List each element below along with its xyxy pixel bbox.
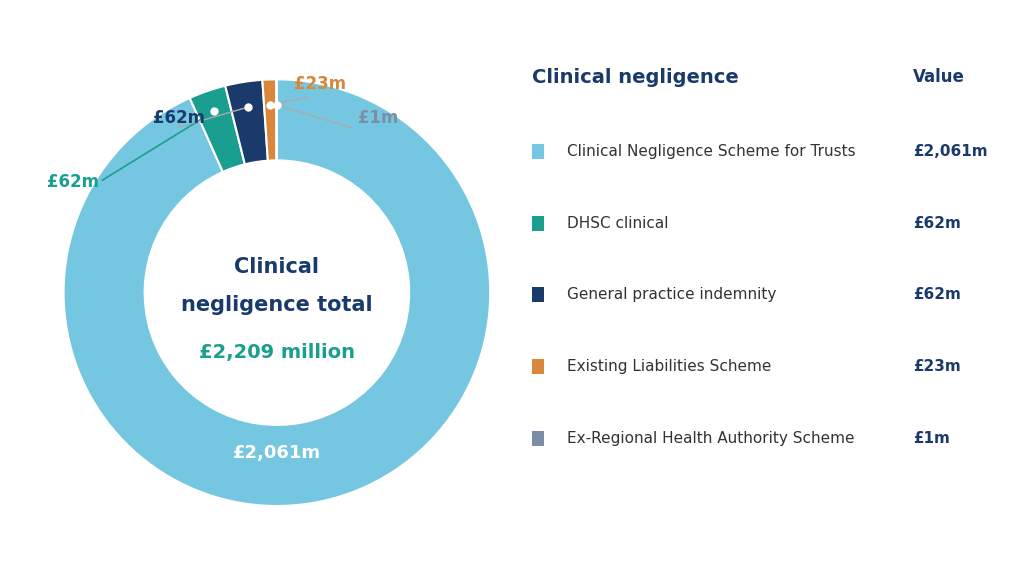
Text: Value: Value (913, 68, 966, 86)
Text: £1m: £1m (913, 431, 950, 446)
Wedge shape (225, 80, 268, 164)
Text: £23m: £23m (294, 74, 346, 92)
Text: negligence total: negligence total (181, 296, 373, 315)
Wedge shape (63, 80, 490, 506)
Text: £23m: £23m (913, 359, 962, 374)
Text: £62m: £62m (154, 109, 205, 127)
Text: £62m: £62m (46, 173, 98, 191)
Text: £2,209 million: £2,209 million (199, 343, 355, 362)
Text: General practice indemnity: General practice indemnity (567, 288, 776, 302)
FancyBboxPatch shape (532, 216, 544, 231)
Text: Clinical: Clinical (234, 257, 319, 277)
FancyBboxPatch shape (532, 288, 544, 302)
Text: Clinical Negligence Scheme for Trusts: Clinical Negligence Scheme for Trusts (567, 144, 856, 159)
Text: £2,061m: £2,061m (232, 444, 321, 462)
FancyBboxPatch shape (532, 359, 544, 374)
Text: Ex-Regional Health Authority Scheme: Ex-Regional Health Authority Scheme (567, 431, 855, 446)
Wedge shape (262, 80, 276, 161)
Text: Existing Liabilities Scheme: Existing Liabilities Scheme (567, 359, 771, 374)
Text: Clinical negligence: Clinical negligence (532, 68, 739, 87)
Wedge shape (189, 86, 245, 172)
Text: £1m: £1m (358, 109, 398, 127)
FancyBboxPatch shape (532, 431, 544, 446)
Text: £62m: £62m (913, 215, 962, 231)
Text: £2,061m: £2,061m (913, 144, 988, 159)
Text: £62m: £62m (913, 288, 962, 302)
Text: DHSC clinical: DHSC clinical (567, 215, 669, 231)
FancyBboxPatch shape (532, 144, 544, 159)
